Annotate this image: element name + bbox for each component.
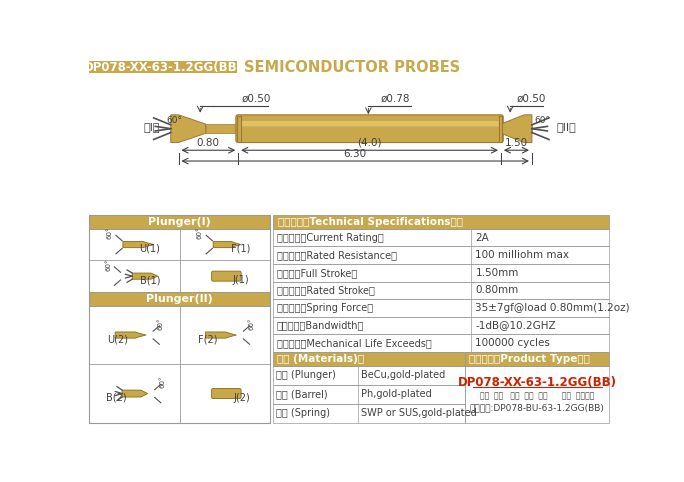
Polygon shape [501,115,532,143]
Bar [273,366,465,385]
Text: F(2): F(2) [198,335,218,344]
Text: （II）: （II） [557,122,577,132]
Bar [273,352,465,366]
Polygon shape [205,332,237,338]
Text: Plunger(II): Plunger(II) [146,294,213,304]
Text: 测试寿命（Mechanical Life Exceeds）: 测试寿命（Mechanical Life Exceeds） [277,338,432,348]
FancyBboxPatch shape [236,115,503,143]
Text: 100000 cycles: 100000 cycles [475,338,550,348]
Text: 额定电阻（Rated Resistance）: 额定电阻（Rated Resistance） [277,250,397,260]
Bar [273,385,465,404]
Text: 100 milliohm max: 100 milliohm max [475,250,569,260]
Polygon shape [213,241,241,248]
Text: 60°: 60° [534,116,550,124]
Text: 针头 (Plunger): 针头 (Plunger) [276,370,336,380]
Bar [273,229,609,246]
FancyBboxPatch shape [239,121,499,126]
Text: (4.0): (4.0) [357,138,382,148]
Bar [273,264,609,281]
Bar [90,306,270,423]
Bar [273,335,609,352]
Bar [465,366,609,423]
Text: BeCu,gold-plated: BeCu,gold-plated [361,370,446,380]
Text: 技术要求（Technical Specifications）：: 技术要求（Technical Specifications）： [278,217,462,227]
Bar [90,61,237,73]
Text: DP078-XX-63-1.2GG(BB): DP078-XX-63-1.2GG(BB) [83,61,243,74]
Bar [499,116,503,142]
Bar [273,215,609,229]
Bar [237,116,241,142]
Text: J(1): J(1) [232,275,248,285]
Bar [90,229,270,292]
Text: SEMICONDUCTOR PROBES: SEMICONDUCTOR PROBES [244,60,460,75]
Text: 订购举例:DP078-BU-63-1.2GG(BB): 订购举例:DP078-BU-63-1.2GG(BB) [470,404,605,413]
Text: ø0.50: ø0.50 [516,94,546,104]
Text: DP078-XX-63-1.2GG(BB): DP078-XX-63-1.2GG(BB) [458,375,617,388]
Text: 1.50mm: 1.50mm [475,268,518,278]
Text: U(2): U(2) [107,335,128,344]
Polygon shape [171,115,206,143]
Bar [465,352,609,366]
Text: Plunger(I): Plunger(I) [148,217,211,227]
Text: 1.50: 1.50 [505,138,528,148]
Text: 60°: 60° [248,317,254,330]
Text: 频率带宽（Bandwidth）: 频率带宽（Bandwidth） [277,321,365,331]
Text: 材质 (Materials)：: 材质 (Materials)： [277,354,364,364]
Text: 额定电流（Current Rating）: 额定电流（Current Rating） [277,233,384,242]
Text: 6.30: 6.30 [343,149,367,159]
Polygon shape [123,241,154,248]
Text: （I）: （I） [144,122,160,132]
Bar [273,281,609,299]
Bar [206,124,238,134]
Text: ø0.50: ø0.50 [241,94,271,104]
Text: 满行程（Full Stroke）: 满行程（Full Stroke） [277,268,357,278]
Text: 60°: 60° [197,227,203,240]
Text: 系列  规格   头型  总长  弹力      镀金  针头材质: 系列 规格 头型 总长 弹力 镀金 针头材质 [480,391,594,401]
Text: 0.80mm: 0.80mm [475,285,518,295]
Bar [90,215,270,229]
Text: 35±7gf@load 0.80mm(1.2oz): 35±7gf@load 0.80mm(1.2oz) [475,303,630,313]
Text: 额定弹力（Spring Force）: 额定弹力（Spring Force） [277,303,373,313]
Text: J(2): J(2) [233,393,250,403]
Text: 2A: 2A [475,233,489,242]
FancyBboxPatch shape [211,271,241,281]
Text: 60°: 60° [107,227,113,240]
Text: U(1): U(1) [140,244,161,254]
Text: 额定行程（Rated Stroke）: 额定行程（Rated Stroke） [277,285,375,295]
Text: 成品型号（Product Type）：: 成品型号（Product Type）： [469,354,590,364]
Bar [90,292,270,306]
Text: 60°: 60° [105,258,111,271]
Bar [90,215,270,423]
Text: -1dB@10.2GHZ: -1dB@10.2GHZ [475,321,556,331]
Polygon shape [122,390,148,397]
Polygon shape [115,332,146,338]
Bar [273,246,609,264]
Polygon shape [132,273,158,279]
FancyBboxPatch shape [211,388,241,399]
Bar [273,404,465,423]
Text: 弹簧 (Spring): 弹簧 (Spring) [276,408,330,418]
Text: 60°: 60° [166,116,182,124]
Text: B(2): B(2) [105,393,127,403]
Text: F(1): F(1) [231,244,250,254]
Text: B(1): B(1) [140,275,160,285]
Bar [273,317,609,335]
Bar [273,299,609,317]
Text: SWP or SUS,gold-plated: SWP or SUS,gold-plated [361,408,477,418]
Text: 60°: 60° [159,376,166,388]
Text: Ph,gold-plated: Ph,gold-plated [361,389,432,399]
Text: 60°: 60° [158,317,163,330]
Text: ø0.78: ø0.78 [381,94,410,104]
Text: 0.80: 0.80 [197,138,220,148]
Text: 针管 (Barrel): 针管 (Barrel) [276,389,328,399]
Bar [501,124,532,134]
